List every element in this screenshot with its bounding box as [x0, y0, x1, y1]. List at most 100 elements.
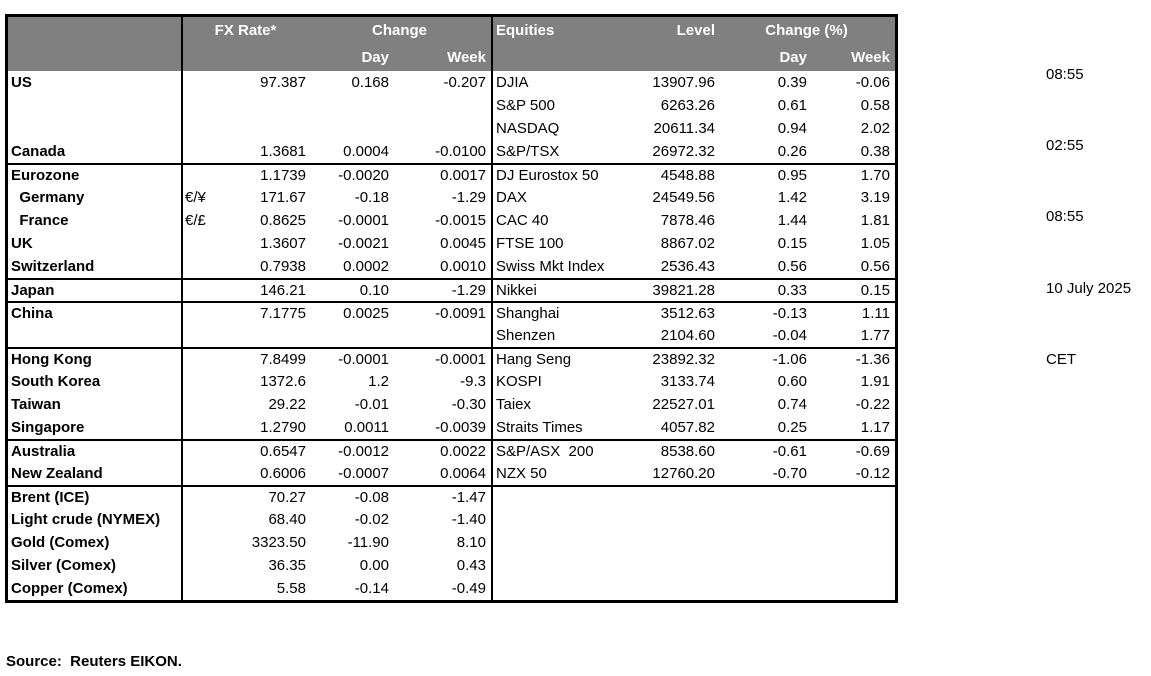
cell-day: -0.0020: [338, 167, 389, 184]
cell-day: -0.01: [354, 396, 389, 413]
header-change: Change: [371, 22, 427, 39]
cell-rate: 0.6547: [260, 443, 306, 460]
cell-level: 6263.26: [660, 97, 715, 114]
header-spacer: [491, 44, 616, 71]
cell-pair: €/¥: [181, 186, 215, 209]
cell-eday: [718, 577, 810, 600]
header-fx-day: Day: [361, 49, 389, 66]
cell-rate: 7.8499: [260, 351, 306, 368]
header-equity-day: Day: [779, 49, 807, 66]
cell-week: -0.0091: [435, 305, 486, 322]
cell-label: Australia: [11, 443, 76, 460]
cell-name: [491, 577, 616, 600]
header-equities: Equities: [491, 17, 616, 44]
header-spacer: [8, 44, 181, 71]
cell-week: 0.0064: [440, 465, 486, 482]
cell-level: [616, 508, 718, 531]
cell-level: 8867.02: [660, 235, 715, 252]
timezone-line: CET: [1046, 351, 1076, 369]
cell-level: 23892.32: [652, 351, 715, 368]
cell-week: 0.43: [456, 557, 486, 574]
header-level: Level: [676, 22, 715, 39]
cell-eweek: -0.12: [855, 465, 890, 482]
cell-name: DJ Eurostox 50: [491, 165, 616, 186]
cell-pair: [181, 462, 215, 485]
cell-label: Japan: [11, 282, 55, 299]
cell-week: -0.207: [443, 74, 486, 91]
cell-rate: 1.3607: [260, 235, 306, 252]
cell-rate: 5.58: [276, 580, 306, 597]
cell-eweek: 1.81: [860, 212, 890, 229]
cell-level: 39821.28: [652, 282, 715, 299]
cell-eday: 0.95: [777, 167, 807, 184]
cell-day: -0.14: [354, 580, 389, 597]
cell-eday: 0.56: [777, 258, 807, 275]
cell-rate: 68.40: [268, 511, 306, 528]
cell-level: 20611.34: [653, 120, 715, 137]
cell-rate: 146.21: [260, 282, 306, 299]
cell-pair: [181, 508, 215, 531]
cell-week: 8.10: [456, 534, 486, 551]
cell-week: 0.0022: [440, 443, 486, 460]
cell-label: Brent (ICE): [11, 489, 90, 506]
cell-week: -1.29: [451, 282, 486, 299]
cell-label: New Zealand: [11, 465, 103, 482]
cell-day: [308, 117, 391, 140]
cell-eday: 1.42: [777, 189, 807, 206]
cell-level: [616, 531, 718, 554]
table-row: Canada 1.3681 0.0004 -0.0100 S&P/TSX 26972.32…: [8, 140, 895, 163]
cell-name: S&P 500: [491, 94, 616, 117]
cell-eweek: 2.02: [860, 120, 890, 137]
cell-day: 0.00: [359, 557, 389, 574]
cell-level: 4548.88: [660, 167, 715, 184]
cell-eweek: -0.22: [855, 396, 890, 413]
cell-rate: 97.387: [260, 74, 306, 91]
cell-rate: [215, 324, 308, 347]
cell-name: NZX 50: [491, 462, 616, 485]
cell-label: Copper (Comex): [11, 580, 128, 597]
header-fx-week: Week: [447, 49, 486, 66]
cell-rate: 36.35: [268, 557, 306, 574]
cell-pair: [181, 577, 215, 600]
cell-eweek: 0.38: [860, 143, 890, 160]
table-header-row-1: FX Rate* Change Equities Level Change (%…: [8, 17, 895, 44]
cell-day: 0.168: [351, 74, 389, 91]
cell-label: Eurozone: [11, 167, 80, 184]
cell-pair: [181, 71, 215, 94]
cell-day: 0.0004: [343, 143, 389, 160]
table-row: Silver (Comex) 36.35 0.00 0.43: [8, 554, 895, 577]
table-row: Light crude (NYMEX) 68.40 -0.02 -1.40: [8, 508, 895, 531]
cell-pair: [181, 165, 215, 186]
market-data-table: FX Rate* Change Equities Level Change (%…: [5, 14, 898, 603]
table-row: Shenzen 2104.60 -0.04 1.77: [8, 324, 895, 347]
cell-rate: 7.1775: [260, 305, 306, 322]
cell-rate: 0.8625: [260, 212, 306, 229]
timestamp-line: 08:55: [1046, 208, 1084, 226]
cell-name: Shanghai: [491, 303, 616, 324]
cell-rate: 1372.6: [260, 373, 306, 390]
cell-week: 0.0017: [440, 167, 486, 184]
cell-week: -9.3: [460, 373, 486, 390]
cell-eweek: 1.17: [860, 419, 890, 436]
table-row: NASDAQ 20611.34 0.94 2.02: [8, 117, 895, 140]
cell-week: [391, 324, 491, 347]
cell-eweek: [810, 487, 895, 508]
cell-pair: [181, 393, 215, 416]
cell-pair: [181, 232, 215, 255]
cell-label: [8, 324, 181, 347]
cell-day: 0.0011: [344, 419, 389, 436]
cell-pair: [181, 416, 215, 439]
cell-day: -0.0012: [338, 443, 389, 460]
cell-eday: 0.33: [777, 282, 807, 299]
cell-eweek: -1.36: [855, 351, 890, 368]
cell-eday: -0.04: [772, 327, 807, 344]
cell-eweek: 3.19: [860, 189, 890, 206]
table-row: Copper (Comex) 5.58 -0.14 -0.49: [8, 577, 895, 600]
cell-name: Taiex: [491, 393, 616, 416]
cell-eday: 0.61: [777, 97, 807, 114]
cell-level: 2104.60: [660, 327, 715, 344]
table-row: South Korea 1372.6 1.2 -9.3 KOSPI 3133.74 0.60…: [8, 370, 895, 393]
cell-week: [391, 117, 491, 140]
table-row: US 97.387 0.168 -0.207 DJIA 13907.96 0.39 -0.06: [8, 71, 895, 94]
cell-name: S&P/ASX 200: [491, 441, 616, 462]
